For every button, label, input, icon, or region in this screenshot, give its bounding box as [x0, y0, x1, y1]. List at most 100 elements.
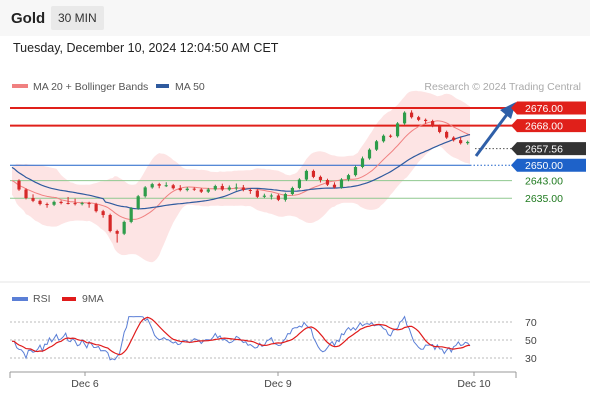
level-label-2643.00: 2643.00 [525, 176, 563, 188]
candle-body [248, 189, 252, 191]
candle-body [38, 200, 42, 205]
candle-body [220, 186, 224, 190]
candle-body [178, 188, 182, 191]
candle-body [227, 187, 231, 190]
legend-9ma-swatch [62, 297, 76, 301]
candle-body [255, 190, 259, 197]
candle-body [73, 203, 77, 205]
asset-title: Gold [11, 10, 46, 27]
candle-body [206, 189, 210, 192]
legend-9ma-label: 9MA [82, 293, 104, 305]
level-tag-text: 2657.56 [525, 144, 563, 156]
legend-ma50-label: MA 50 [175, 81, 205, 93]
candle-body [80, 203, 84, 205]
moving-averages [11, 120, 471, 220]
support-label: 2643.00 [525, 176, 563, 188]
candle-body [332, 184, 337, 188]
candlesticks [17, 110, 470, 243]
candle-body [164, 185, 168, 187]
candle-body [66, 203, 70, 205]
timeframe-badge[interactable]: 30 MIN [51, 6, 104, 30]
candle-body [108, 215, 112, 232]
candle-body [424, 119, 428, 122]
candle-body [157, 184, 161, 186]
candle-body [87, 203, 91, 205]
candle-body [150, 184, 154, 188]
candle-body [101, 211, 105, 216]
candle-body [325, 179, 330, 185]
candle-body [402, 112, 407, 124]
level-label-2657.56: 2657.56 [511, 142, 586, 156]
level-labels: 2676.00 2668.00 2657.56 2650.00 2643.00 2635.… [511, 101, 586, 205]
candle-body [52, 201, 56, 205]
candle-body [115, 231, 119, 234]
candle-body [290, 187, 295, 195]
candle-body [452, 137, 456, 141]
level-label-2668.00: 2668.00 [511, 119, 586, 133]
candle-body [304, 170, 309, 180]
candle-body [438, 125, 442, 132]
x-ticks: Dec 6 Dec 9 Dec 10 [71, 372, 491, 390]
support-label: 2635.00 [525, 193, 563, 205]
candle-body [171, 185, 175, 189]
candle-body [185, 188, 189, 191]
x-tick-label: Dec 6 [71, 378, 99, 390]
candle-body [360, 158, 365, 167]
candle-body [24, 189, 28, 199]
candle-body [353, 166, 358, 176]
candle-body [234, 187, 238, 189]
level-label-2676.00: 2676.00 [511, 101, 586, 115]
candle-body [283, 194, 287, 200]
candle-body [409, 112, 414, 118]
candle-body [395, 123, 400, 137]
candle-body [17, 180, 21, 190]
level-label-2635.00: 2635.00 [525, 193, 563, 205]
candle-body [276, 195, 280, 200]
candle-body [31, 198, 35, 201]
candle-body [262, 195, 266, 197]
level-lines [10, 107, 512, 199]
candle-body [416, 117, 421, 120]
level-tag [511, 119, 586, 133]
level-label-2650.00: 2650.00 [511, 158, 586, 172]
watermark: Research © 2024 Trading Central [424, 81, 581, 93]
candle-body [213, 186, 217, 190]
bollinger-band-area [12, 90, 470, 263]
candle-body [45, 204, 49, 206]
candle-body [94, 204, 98, 212]
rsi-tick-label: 70 [525, 317, 537, 329]
level-tag-text: 2676.00 [525, 103, 563, 115]
legend-ma20-label: MA 20 + Bollinger Bands [33, 81, 148, 93]
chart-datetime: Tuesday, December 10, 2024 12:04:50 AM C… [13, 41, 279, 55]
candle-body [346, 175, 351, 180]
candle-body [297, 179, 302, 188]
candle-body [339, 179, 344, 188]
candle-body [431, 121, 435, 126]
level-tag [511, 101, 586, 115]
candle-body [445, 131, 449, 138]
x-tick-label: Dec 10 [457, 378, 490, 390]
projection-arrow-line [474, 112, 510, 157]
rsi-line [11, 315, 471, 361]
level-tag [511, 142, 586, 156]
ma50-line [11, 134, 471, 210]
legend-ma20-swatch [12, 84, 28, 88]
rsi-9ma-line [11, 316, 471, 356]
candle-body [318, 176, 323, 180]
x-tick-label: Dec 9 [264, 378, 292, 390]
header-bar: Gold 30 MIN [0, 0, 590, 36]
candle-body [311, 170, 316, 177]
bollinger-bands [12, 90, 470, 263]
candle-body [129, 208, 133, 222]
level-tag [511, 158, 586, 172]
candle-body [241, 187, 245, 190]
projection-arrow-head [500, 102, 516, 119]
rsi-tick-label: 50 [525, 335, 537, 347]
candle-body [143, 187, 147, 197]
legend-rsi-label: RSI [33, 293, 51, 305]
level-tag-text: 2668.00 [525, 121, 563, 133]
candle-body [192, 188, 196, 190]
candle-body [388, 135, 393, 137]
legend-rsi-swatch [12, 297, 28, 301]
